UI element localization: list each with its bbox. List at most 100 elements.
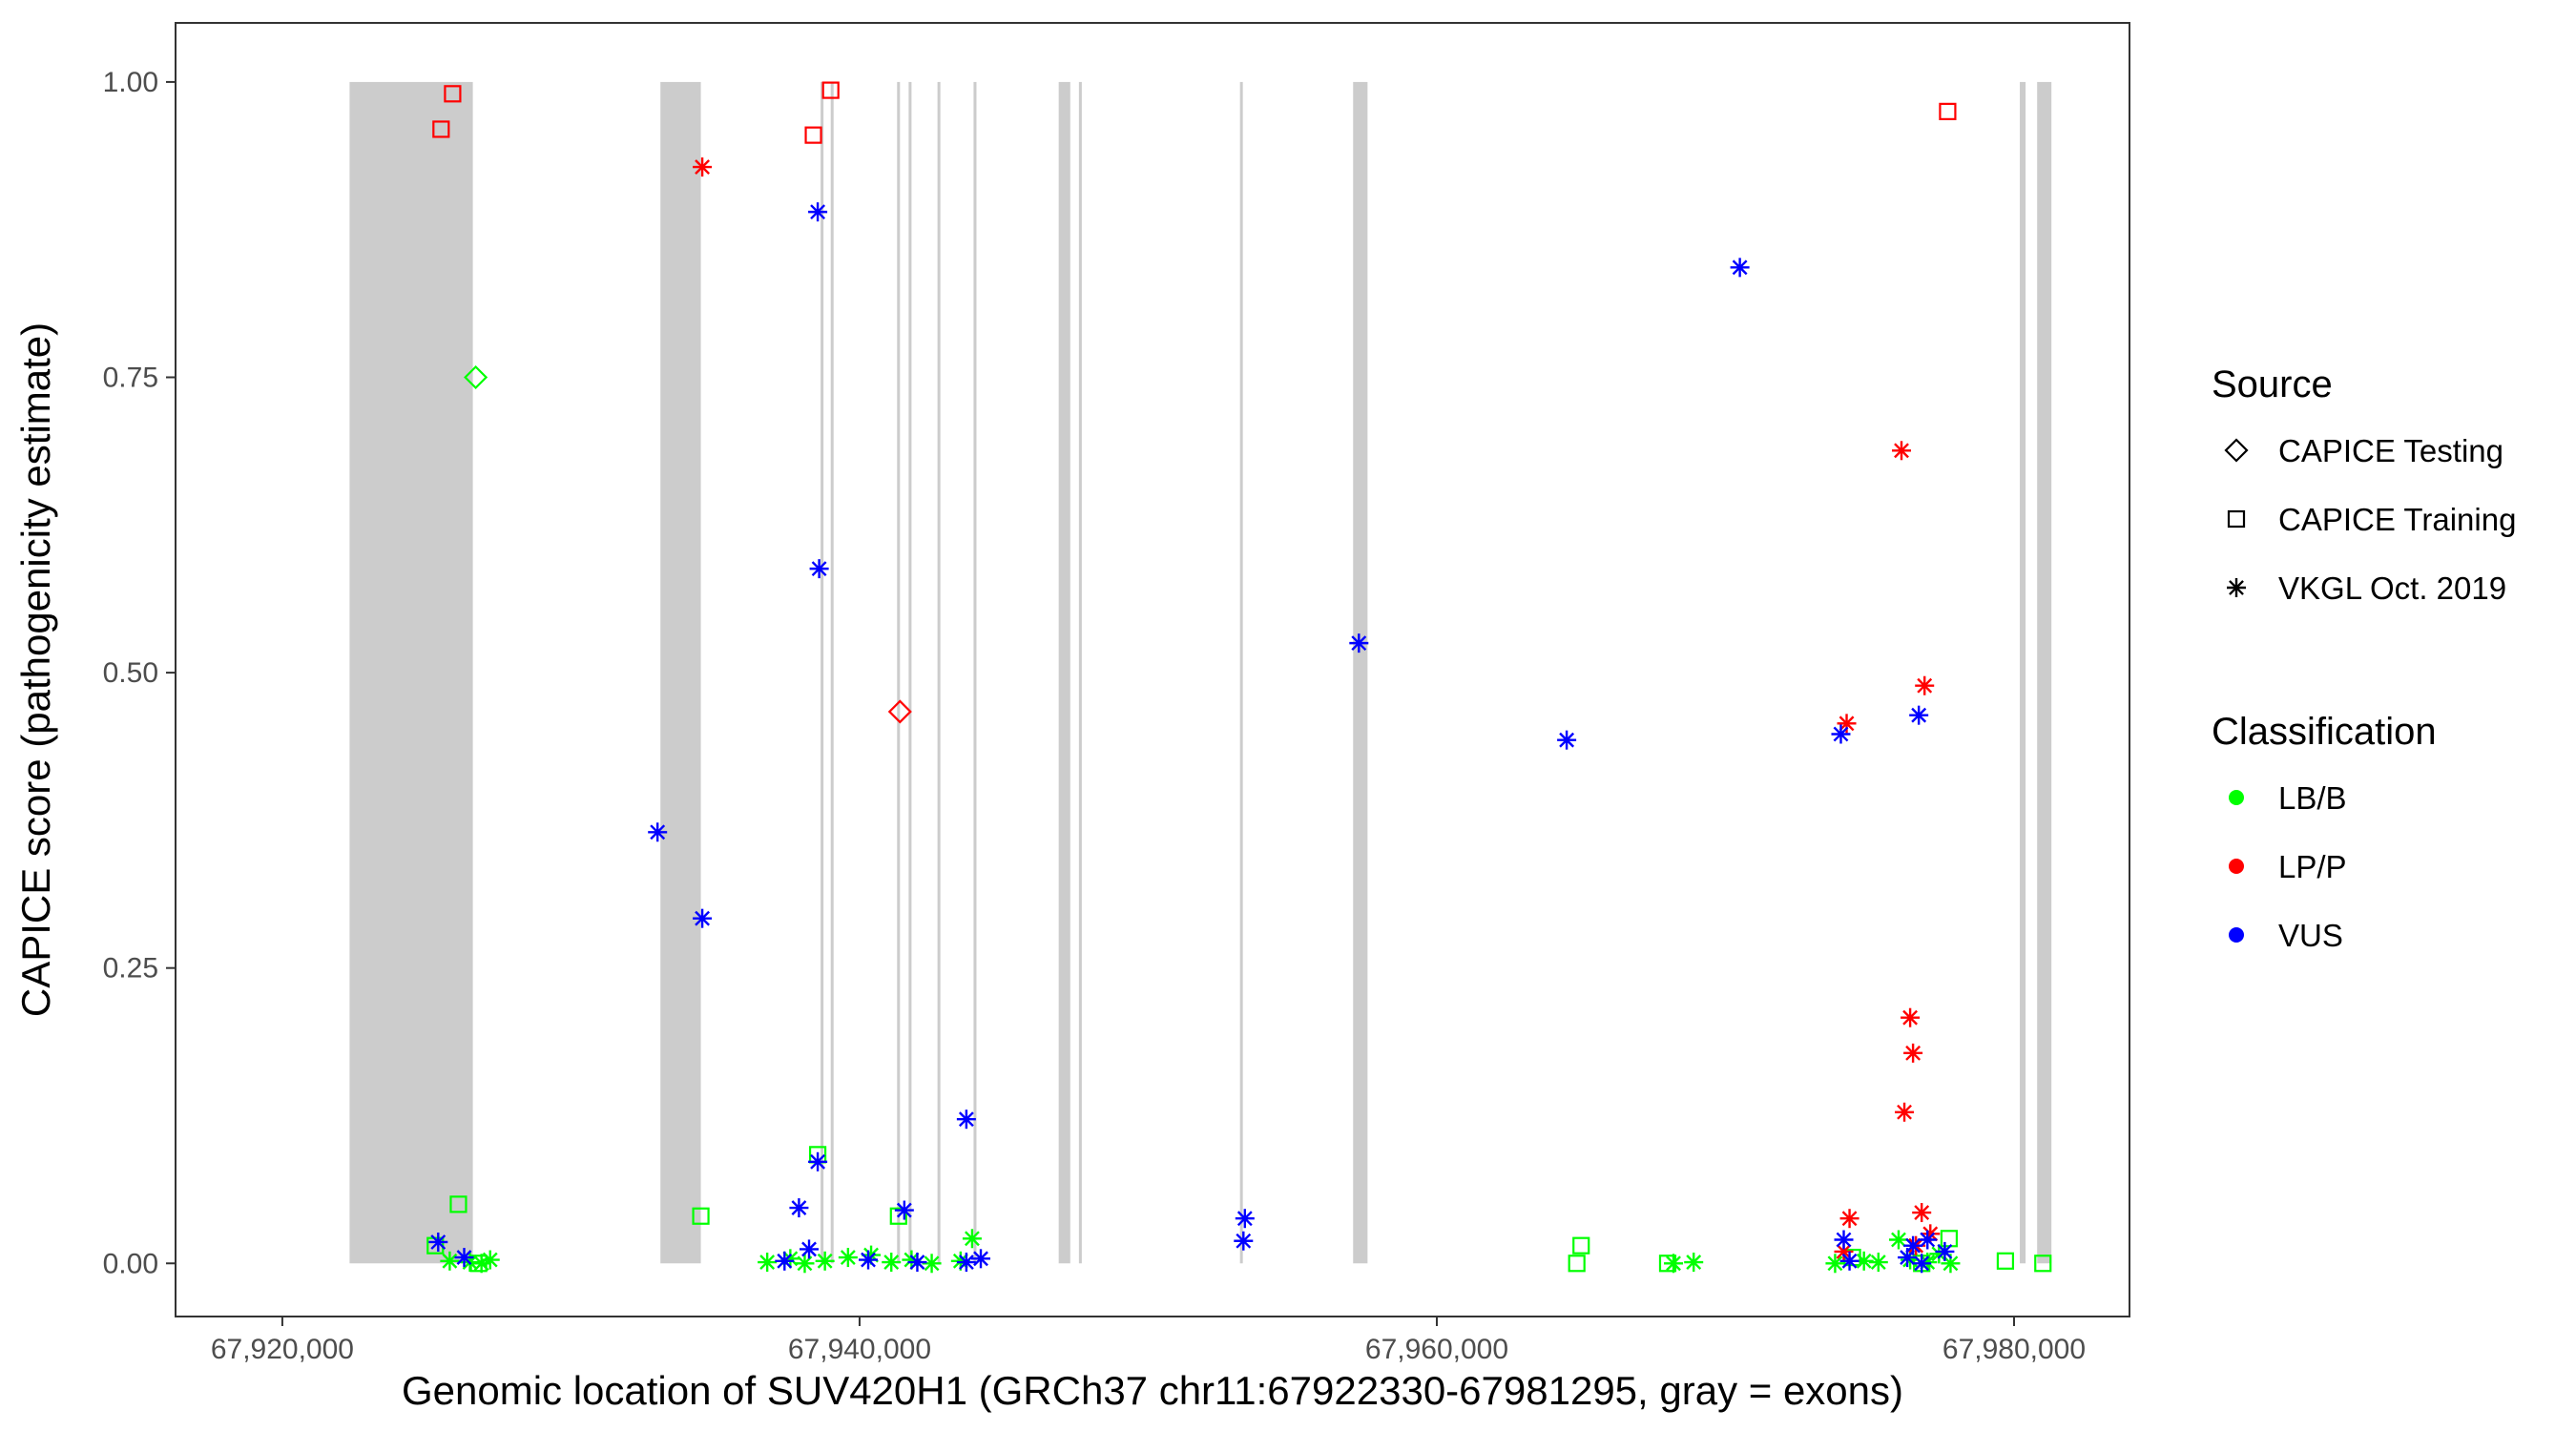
exon-band [830, 81, 834, 1264]
legend-source-label: CAPICE Testing [2278, 433, 2503, 468]
legend-key-dot [2229, 927, 2244, 943]
data-point-asterisk-lbb [480, 1250, 500, 1270]
data-point-asterisk-lpp [1895, 1102, 1915, 1122]
data-point-asterisk-vus [1831, 724, 1851, 744]
data-point-asterisk-lbb [962, 1229, 982, 1249]
data-point-square-lpp [432, 120, 450, 138]
x-tick-label: 67,980,000 [1942, 1334, 2086, 1365]
data-point-asterisk-vus [907, 1253, 927, 1273]
legend-key-asterisk [2227, 578, 2246, 597]
y-tick-label: 0.75 [103, 363, 158, 394]
exon-band [2037, 81, 2052, 1264]
data-point-asterisk-lbb [1888, 1230, 1908, 1250]
data-point-asterisk-lbb [882, 1253, 902, 1273]
y-tick-label: 0.25 [103, 953, 158, 985]
data-point-asterisk-lpp [1892, 441, 1912, 461]
data-point-diamond-lpp [887, 699, 912, 724]
data-point-asterisk-lbb [440, 1251, 460, 1271]
y-tick-label: 1.00 [103, 67, 158, 98]
data-point-diamond-lbb [464, 364, 488, 390]
y-axis: 0.00 0.25 0.50 0.75 1.00 [103, 67, 176, 1279]
data-point-square-lbb [1572, 1236, 1590, 1255]
data-point-asterisk-vus [775, 1251, 795, 1271]
x-axis-title: Genomic location of SUV420H1 (GRCh37 chr… [402, 1368, 1903, 1413]
legend-classification-items: LB/B LP/P VUS [2229, 780, 2347, 953]
data-point-square-lpp [821, 81, 840, 99]
data-point-asterisk-vus [1730, 258, 1750, 278]
data-point-asterisk-vus [956, 1110, 976, 1130]
data-point-asterisk-vus [1557, 730, 1577, 750]
data-point-asterisk-vus [859, 1250, 879, 1270]
x-axis: 67,920,000 67,940,000 67,960,000 67,980,000 [211, 1317, 2086, 1365]
legend-classification-label: LP/P [2278, 849, 2347, 884]
exon-band [973, 81, 977, 1264]
data-point-square-lbb [1568, 1255, 1586, 1273]
data-point-asterisk-vus [1898, 1248, 1918, 1268]
exon-band [1353, 81, 1368, 1264]
data-point-asterisk-lbb [1664, 1254, 1684, 1274]
data-point-square-lbb [449, 1195, 467, 1213]
legend-key-dot [2229, 790, 2244, 805]
exon-band [349, 81, 473, 1264]
data-point-asterisk-vus [894, 1200, 914, 1220]
data-point-asterisk-vus [648, 822, 668, 842]
data-point-asterisk-vus [808, 1151, 828, 1172]
data-point-asterisk-vus [1349, 633, 1369, 653]
legend-classification-title: Classification [2212, 711, 2437, 753]
data-point-asterisk-vus [693, 908, 713, 928]
legend-classification-label: VUS [2278, 918, 2343, 953]
legend-key-diamond [2224, 438, 2249, 463]
data-point-asterisk-vus [971, 1249, 991, 1269]
legend: Source CAPICE Testing CAPICE Training VKGL… [2212, 363, 2516, 953]
data-point-asterisk-lbb [795, 1254, 815, 1274]
data-point-asterisk-vus [808, 202, 828, 222]
data-point-asterisk-lbb [1684, 1253, 1704, 1273]
data-point-square-lpp [804, 126, 822, 144]
x-tick-label: 67,960,000 [1365, 1334, 1508, 1365]
data-point-asterisk-lpp [1901, 1007, 1921, 1027]
x-tick-label: 67,920,000 [211, 1334, 354, 1365]
data-point-square-lbb [889, 1207, 907, 1225]
data-point-asterisk-lbb [1825, 1254, 1845, 1274]
legend-key-dot [2229, 859, 2244, 874]
data-point-asterisk-lpp [1839, 1209, 1859, 1229]
plot-panel-border [175, 22, 2130, 1317]
legend-source-title: Source [2212, 363, 2333, 405]
legend-source-label: VKGL Oct. 2019 [2278, 570, 2506, 606]
data-point-asterisk-vus [1903, 1235, 1923, 1255]
point-layer [426, 81, 2052, 1274]
data-point-asterisk-vus [956, 1253, 976, 1273]
legend-source-label: CAPICE Training [2278, 502, 2516, 537]
exon-band [1239, 81, 1243, 1264]
data-point-asterisk-lbb [758, 1253, 778, 1273]
exon-band [660, 81, 701, 1264]
y-tick-label: 0.50 [103, 657, 158, 689]
data-point-square-lbb [692, 1207, 710, 1225]
data-point-square-lpp [444, 85, 462, 103]
data-point-asterisk-vus [789, 1198, 809, 1218]
data-point-asterisk-vus [1912, 1254, 1932, 1274]
data-point-asterisk-vus [1834, 1230, 1854, 1250]
data-point-asterisk-lpp [1903, 1043, 1923, 1063]
data-point-asterisk-lbb [1868, 1253, 1888, 1273]
data-point-asterisk-vus [428, 1232, 448, 1252]
data-point-asterisk-lpp [693, 157, 713, 177]
data-point-square-lbb [2034, 1255, 2052, 1273]
data-point-asterisk-lpp [1912, 1203, 1932, 1223]
data-point-asterisk-lpp [1915, 675, 1935, 695]
exon-band [1078, 81, 1082, 1264]
y-axis-title: CAPICE score (pathogenicity estimate) [13, 322, 58, 1017]
data-point-asterisk-vus [454, 1248, 474, 1268]
data-point-asterisk-vus [1909, 705, 1929, 725]
data-point-asterisk-vus [809, 559, 829, 579]
data-point-asterisk-lbb [838, 1248, 858, 1268]
y-tick-label: 0.00 [103, 1248, 158, 1279]
data-point-asterisk-lbb [922, 1254, 942, 1274]
data-point-square-lpp [1939, 102, 1957, 120]
legend-key-square [2227, 509, 2246, 529]
data-point-asterisk-vus [1935, 1241, 1955, 1261]
data-point-asterisk-vus [1839, 1251, 1859, 1271]
data-point-asterisk-vus [1235, 1209, 1255, 1229]
exon-band [821, 81, 824, 1264]
